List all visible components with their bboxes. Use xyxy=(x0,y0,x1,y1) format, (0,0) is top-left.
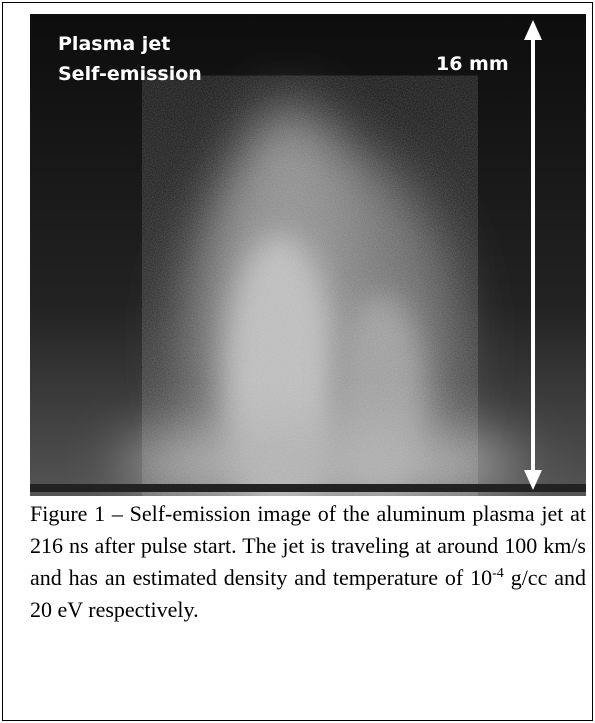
label: Plasma jet xyxy=(58,33,170,55)
caption-text: g/cc and 20 eV respectively. xyxy=(30,565,586,622)
caption-superscript: -4 xyxy=(492,566,504,581)
caption: Figure 1 – Self-emission image of the al… xyxy=(30,498,586,626)
label: Self-emission xyxy=(58,63,202,85)
plasma-image: Plasma jet Self-emission 16 mm xyxy=(30,14,586,496)
scale-label: 16 mm xyxy=(436,53,509,75)
caption-text: Figure 1 – Self-emission image of the al… xyxy=(30,501,586,590)
